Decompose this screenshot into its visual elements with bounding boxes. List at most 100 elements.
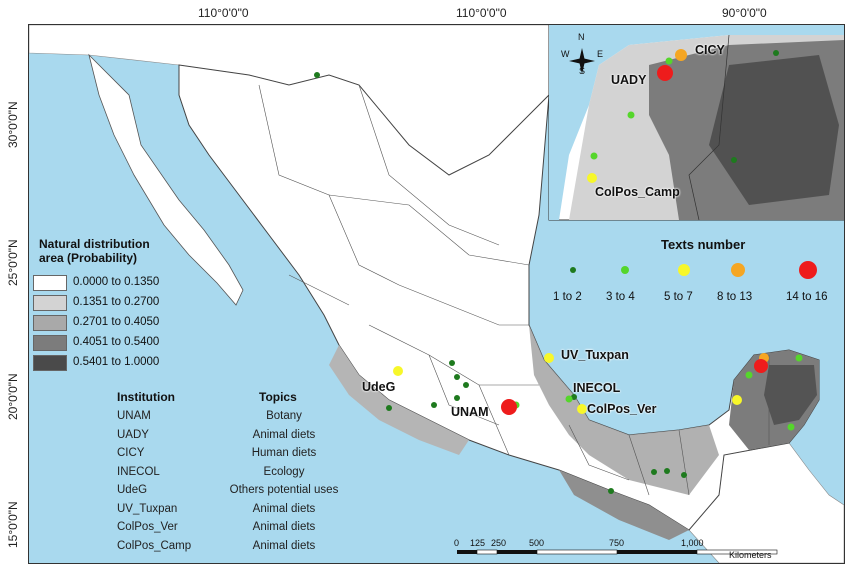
table-cell-institution: CICY (117, 447, 145, 459)
label-colpos-ver: ColPos_Ver (587, 402, 657, 416)
point-1to2 (431, 402, 437, 408)
symbol-3to4 (621, 266, 629, 274)
grid-label-top-1: 110°0'0"0 (198, 6, 249, 20)
scale-tick-0: 0 (454, 538, 460, 548)
point-5to7 (577, 404, 587, 414)
inset-border-line (688, 34, 730, 221)
table-cell-institution: UADY (117, 428, 149, 441)
table-header-institution: Institution (117, 390, 175, 404)
table-cell-institution: ColPos_Camp (117, 539, 192, 552)
scale-tick-250: 250 (491, 538, 507, 548)
baja-california (88, 53, 244, 306)
inset-point-14to16 (657, 65, 673, 81)
table-cell-topic: Botany (266, 410, 302, 422)
legend-label-1: 0.0000 to 0.1350 (73, 276, 160, 288)
label-cicy: CICY (695, 43, 725, 57)
texts-label-1: 1 to 2 (553, 291, 582, 303)
compass-s: S (579, 66, 586, 76)
inset-prob-peak (709, 55, 839, 205)
compass-icon (569, 48, 595, 74)
table-cell-institution: UNAM (117, 410, 151, 422)
legend-label-4: 0.4051 to 0.5400 (73, 336, 160, 348)
point-5to7 (393, 366, 403, 376)
grid-label-top-3: 90°0'0"0 (722, 6, 767, 20)
symbol-1to2 (570, 267, 576, 273)
texts-label-3: 5 to 7 (664, 291, 693, 303)
point-5to7 (732, 395, 742, 405)
mexico-map (29, 25, 844, 563)
symbol-14to16 (799, 261, 817, 279)
point-1to2 (571, 394, 577, 400)
symbol-5to7 (678, 264, 690, 276)
table-cell-institution: INECOL (117, 465, 160, 478)
grid-label-left-4: 15°0'0"N (6, 501, 20, 548)
table-cell-institution: ColPos_Ver (117, 521, 178, 533)
legend-swatch-3 (33, 315, 67, 331)
point-1to2 (449, 360, 455, 366)
scale-unit: Kilometers (729, 550, 772, 560)
table-cell-topic: Animal diets (252, 521, 316, 533)
legend-title: Natural distribution area (Probability) (39, 237, 150, 265)
table-cell-institution: UV_Tuxpan (117, 502, 178, 515)
table-cell-topic: Animal diets (252, 428, 316, 441)
inset-point-5to7 (587, 173, 597, 183)
compass-e: E (597, 49, 604, 59)
legend-label-5: 0.5401 to 1.0000 (73, 356, 160, 368)
label-uady: UADY (611, 73, 647, 87)
table-cell-topic: Animal diets (252, 502, 316, 515)
inset-point-1to2 (773, 50, 779, 56)
point-3to4 (795, 354, 803, 362)
point-1to2 (454, 374, 460, 380)
table-cell-topic: Others potential uses (229, 484, 339, 496)
inset-point-1to2 (731, 157, 737, 163)
grid-label-left-2: 25°0'0"N (6, 239, 20, 286)
point-14to16 (754, 359, 768, 373)
label-inecol: INECOL (573, 381, 621, 395)
compass-w: W (561, 49, 570, 59)
point-1to2 (664, 468, 670, 474)
inset-point-8to13 (675, 49, 687, 61)
legend-title-line2: area (Probability) (39, 251, 138, 265)
prob-zone-south (559, 470, 689, 540)
map-frame: Natural distribution area (Probability) … (28, 24, 845, 564)
point-14to16 (501, 399, 517, 415)
point-1to2 (463, 382, 469, 388)
point-1to2 (608, 488, 614, 494)
scale-bar (457, 549, 778, 555)
inset-point-3to4 (590, 152, 598, 160)
prob-zone-gulf (529, 325, 719, 495)
legend-swatch-1 (33, 275, 67, 291)
grid-label-top-2: 110°0'0"0 (456, 6, 507, 20)
table-cell-topic: Ecology (263, 465, 305, 478)
prob-zone-yucatan-dark (764, 365, 817, 425)
point-5to7 (544, 353, 554, 363)
inset-point-3to4 (627, 111, 635, 119)
table-cell-institution: UdeG (117, 484, 148, 496)
texts-number-title: Texts number (661, 237, 746, 252)
label-uv-tuxpan: UV_Tuxpan (561, 348, 629, 362)
grid-label-left-3: 20°0'0"N (6, 373, 20, 420)
scale-tick-750: 750 (609, 538, 625, 548)
point-1to2 (314, 72, 320, 78)
texts-legend-symbols (570, 261, 817, 279)
state-borders (258, 84, 770, 496)
texts-label-4: 8 to 13 (717, 291, 753, 303)
point-3to4 (565, 395, 573, 403)
symbol-8to13 (731, 263, 745, 277)
table-cell-topic: Animal diets (252, 539, 316, 552)
point-1to2 (454, 395, 460, 401)
legend-swatch-4 (33, 335, 67, 351)
scale-tick-500: 500 (529, 538, 545, 548)
label-unam: UNAM (451, 405, 489, 419)
compass-n: N (578, 32, 585, 42)
observation-points (314, 49, 803, 494)
grid-label-left-1: 30°0'0"N (6, 101, 20, 148)
table-header-topics: Topics (259, 390, 297, 404)
texts-label-5: 14 to 16 (786, 291, 828, 303)
point-1to2 (651, 469, 657, 475)
texts-label-2: 3 to 4 (606, 291, 635, 303)
legend-label-3: 0.2701 to 0.4050 (73, 316, 160, 328)
legend-swatch-2 (33, 295, 67, 311)
scale-tick-125: 125 (470, 538, 486, 548)
point-3to4 (787, 423, 795, 431)
